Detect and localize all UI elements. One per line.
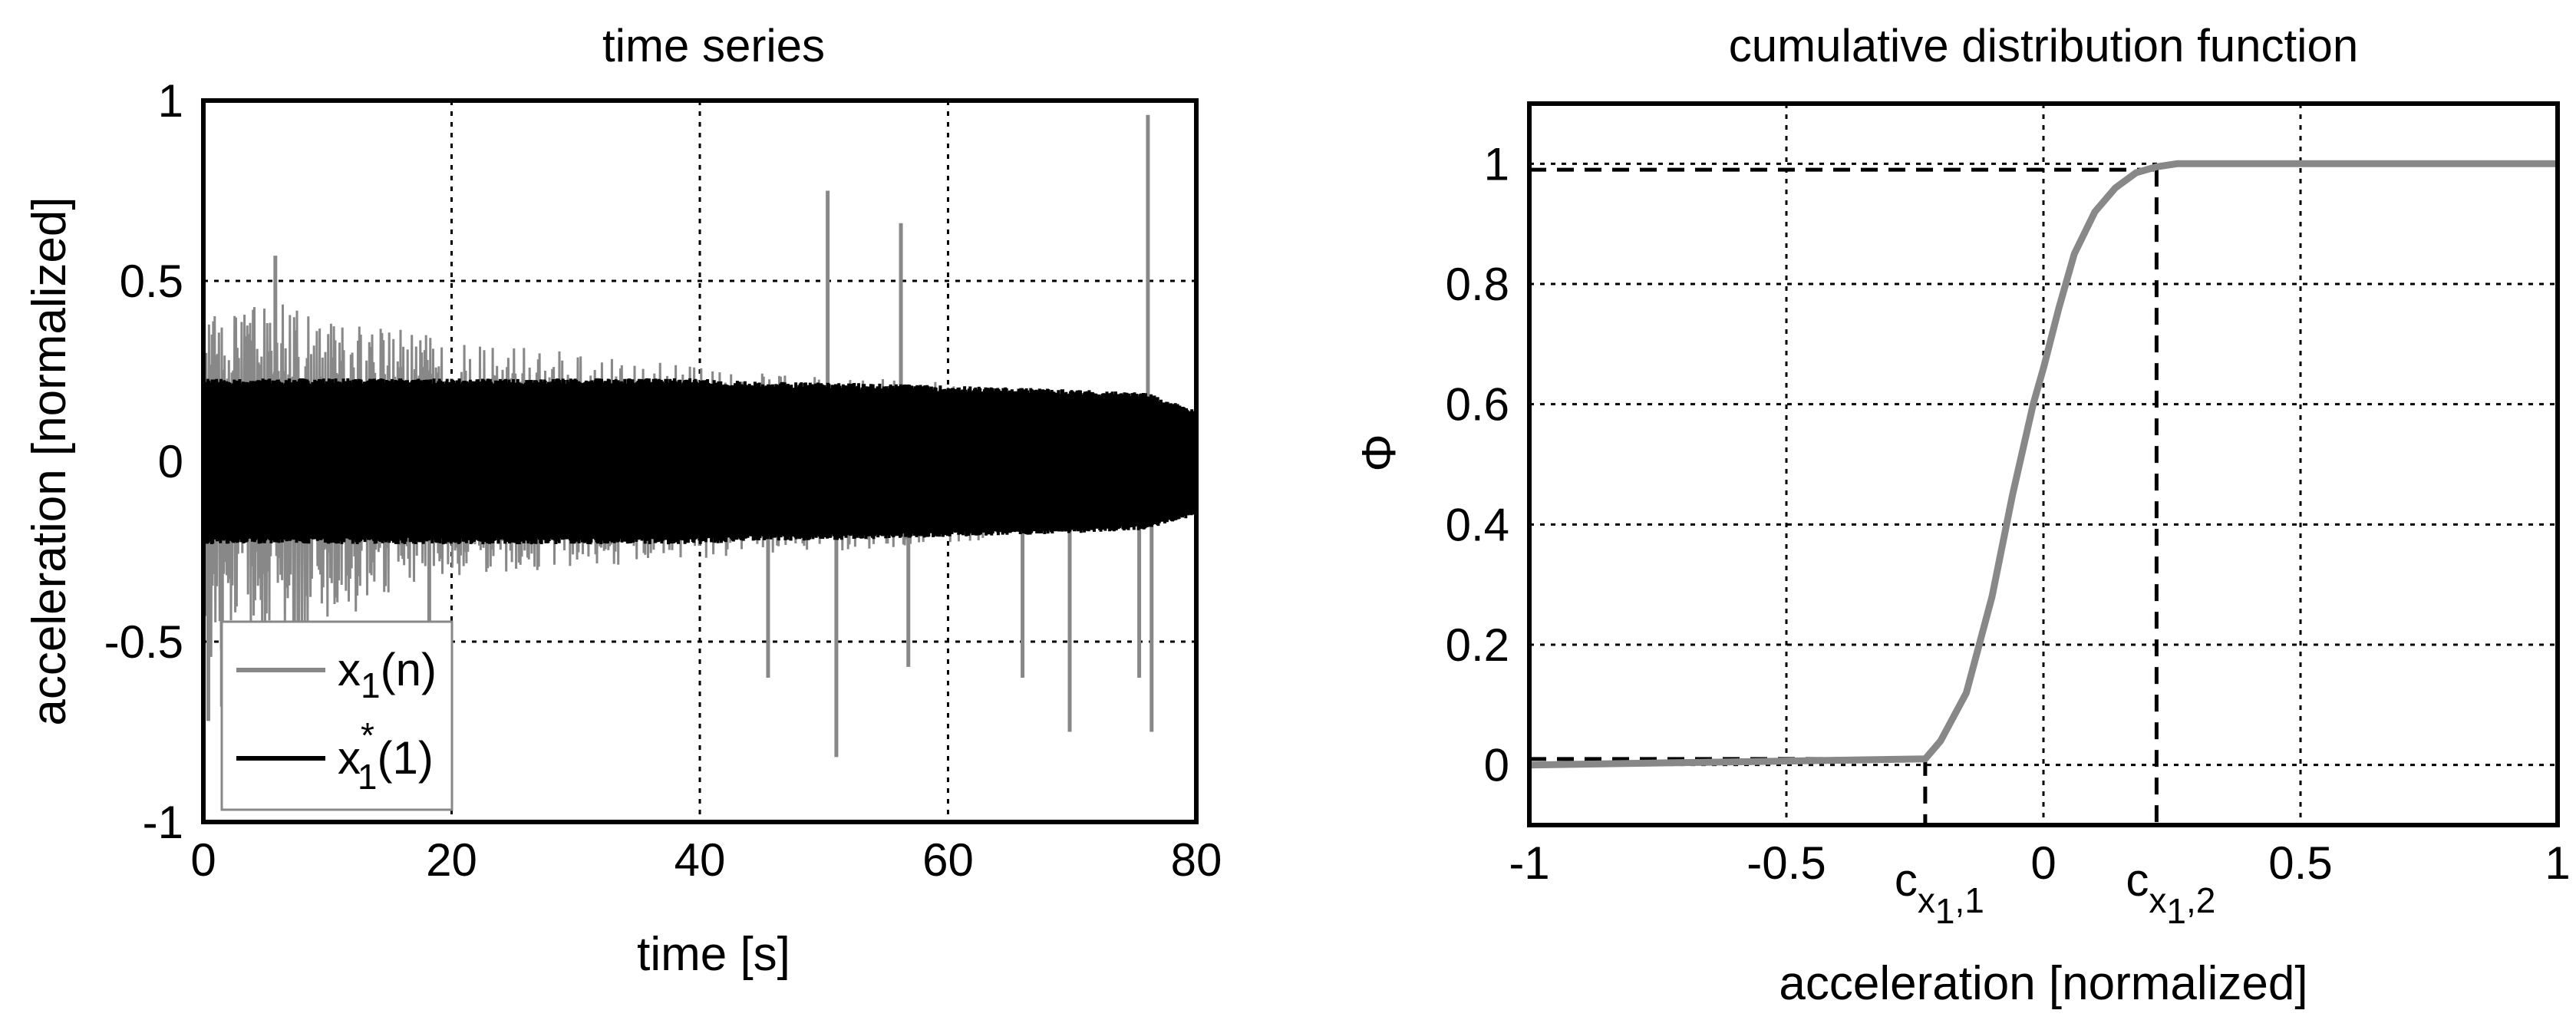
legend-entry-clipped: x* 1(1) xyxy=(338,715,434,797)
threshold-label-part: x xyxy=(2149,880,2166,920)
threshold-label-part: c xyxy=(2126,854,2149,906)
x-tick-label: 40 xyxy=(675,834,726,886)
y-tick-label: 0.5 xyxy=(120,256,183,307)
legend-main: x xyxy=(338,644,361,695)
plot-area xyxy=(1529,160,2558,825)
legend: x1(n) x* 1(1) xyxy=(220,620,454,811)
x-tick-label: -0.5 xyxy=(1746,837,1826,889)
threshold-label-part: x xyxy=(1918,880,1935,920)
y-tick-label: -1 xyxy=(143,797,183,848)
y-tick-label: 0 xyxy=(1484,740,1509,791)
y-tick-label: 1 xyxy=(158,75,183,127)
y-tick-label: 0.6 xyxy=(1446,379,1509,431)
x-tick-label: 1 xyxy=(2545,837,2570,889)
threshold-label: cx1,1 xyxy=(1895,854,1984,931)
x-axis-label: time [s] xyxy=(637,928,790,981)
x-tick-label: 0.5 xyxy=(2268,837,2332,889)
threshold-label-part: c xyxy=(1895,854,1918,906)
x-tick-label: 20 xyxy=(426,834,477,886)
legend-sub: 1 xyxy=(361,665,381,705)
legend-box xyxy=(220,620,454,811)
plot-area xyxy=(202,114,1198,758)
x-tick-label: 60 xyxy=(922,834,974,886)
y-tick-label: 0.2 xyxy=(1446,619,1509,671)
tick-labels: 0 20 40 60 80 1 0.5 0 -0.5 -1 xyxy=(104,75,1222,886)
cdf-chart: cumulative distribution function -1 -0.5 0… xyxy=(1353,20,2571,1010)
chart-title: time series xyxy=(602,20,825,71)
threshold-label-part: ,2 xyxy=(2186,880,2215,920)
legend-entry-raw: x1(n) xyxy=(338,644,437,705)
y-axis-label: Φ xyxy=(1353,434,1406,471)
y-tick-label: 1 xyxy=(1484,138,1509,190)
x-tick-label: 0 xyxy=(190,834,216,886)
x-tick-label: -1 xyxy=(1509,837,1549,889)
grid xyxy=(1529,104,2558,825)
axes-frame xyxy=(201,98,1199,824)
y-tick-label: 0.4 xyxy=(1446,499,1509,550)
legend-main: x xyxy=(338,732,361,784)
threshold-label-part: ,1 xyxy=(1954,880,1984,920)
time-series-chart: time series 0 20 40 60 80 1 0.5 0 -0.5 -1 time [s… xyxy=(23,20,1222,981)
threshold-label: cx1,2 xyxy=(2126,854,2215,931)
chart-title: cumulative distribution function xyxy=(1729,20,2358,71)
y-tick-label: 0.8 xyxy=(1446,259,1509,310)
series-line-clipped xyxy=(202,378,1198,545)
threshold-label-part: 1 xyxy=(2166,891,2186,931)
legend-sub: 1 xyxy=(358,757,378,797)
x-tick-label: 0 xyxy=(2030,837,2056,889)
cdf-curve xyxy=(1529,160,2558,769)
y-tick-label: -0.5 xyxy=(104,616,183,668)
axes-frame xyxy=(1527,101,2560,827)
legend-sup: * xyxy=(361,715,374,755)
x-axis-label: acceleration [normalized] xyxy=(1779,957,2307,1010)
y-axis-label: acceleration [normalized] xyxy=(23,196,76,725)
threshold-label-part: 1 xyxy=(1935,891,1955,931)
y-tick-label: 0 xyxy=(158,436,183,487)
legend-rest: (n) xyxy=(381,644,437,695)
x-tick-label: 80 xyxy=(1171,834,1222,886)
legend-rest: (1) xyxy=(378,732,434,784)
